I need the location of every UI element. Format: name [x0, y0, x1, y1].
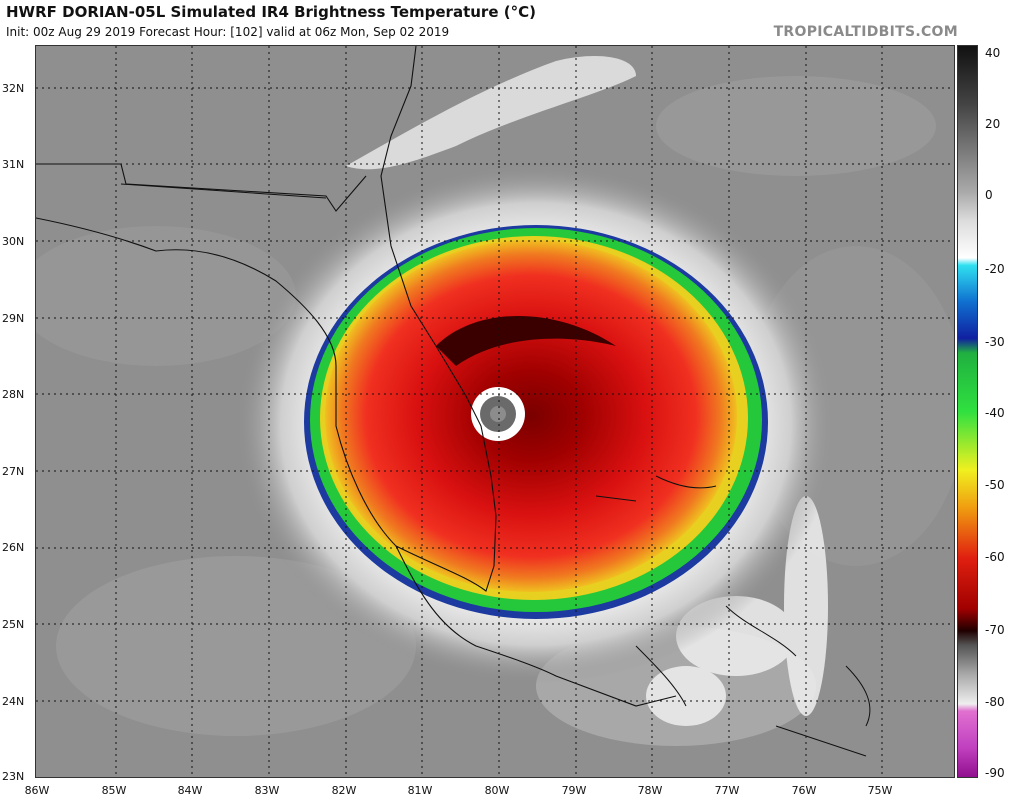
- lon-label-86w: 86W: [24, 784, 50, 797]
- lat-label-23n: 23N: [2, 770, 25, 783]
- lat-label-24n: 24N: [2, 695, 25, 708]
- storm-core: [325, 240, 737, 592]
- lon-label-75w: 75W: [867, 784, 893, 797]
- colorbar-label-40: 40: [985, 46, 1001, 60]
- lat-label-26n: 26N: [2, 541, 25, 554]
- source-watermark: TROPICALTIDBITS.COM: [773, 24, 958, 40]
- cloud-band-north: [346, 56, 636, 170]
- lon-label-84w: 84W: [177, 784, 203, 797]
- forecast-info: Init: 00z Aug 29 2019 Forecast Hour: [10…: [6, 25, 450, 39]
- coastlines: [36, 46, 677, 707]
- colorbar-label-minus60: -60: [985, 550, 1005, 564]
- lon-label-82w: 82W: [331, 784, 357, 797]
- colorbar-label-20: 20: [985, 117, 1001, 131]
- lat-label-28n: 28N: [2, 388, 25, 401]
- lon-label-83w: 83W: [254, 784, 280, 797]
- lon-label-76w: 76W: [791, 784, 817, 797]
- lon-label-78w: 78W: [637, 784, 663, 797]
- colorbar-label-minus20: -20: [985, 262, 1005, 276]
- colorbar-label-minus80: -80: [985, 695, 1005, 709]
- lat-label-27n: 27N: [2, 465, 25, 478]
- state-border: [120, 183, 327, 199]
- eye-center: [490, 406, 506, 422]
- colorbar-label-minus90: -90: [985, 766, 1005, 780]
- lon-label-85w: 85W: [101, 784, 127, 797]
- satellite-map[interactable]: [35, 45, 955, 778]
- lat-label-30n: 30N: [2, 235, 25, 248]
- colorbar-label-0: 0: [985, 188, 993, 202]
- lat-label-32n: 32N: [2, 82, 25, 95]
- lon-label-81w: 81W: [407, 784, 433, 797]
- lat-label-25n: 25N: [2, 618, 25, 631]
- temperature-colorbar: [957, 45, 978, 778]
- bahamas-islands: [595, 475, 871, 757]
- lat-lon-grid: [36, 46, 954, 777]
- lon-label-77w: 77W: [714, 784, 740, 797]
- lon-label-79w: 79W: [561, 784, 587, 797]
- lon-label-80w: 80W: [484, 784, 510, 797]
- map-title: HWRF DORIAN-05L Simulated IR4 Brightness…: [6, 3, 536, 21]
- colorbar-label-minus50: -50: [985, 478, 1005, 492]
- colorbar-label-minus30: -30: [985, 335, 1005, 349]
- colorbar-label-minus70: -70: [985, 623, 1005, 637]
- ir-imagery: [36, 46, 954, 777]
- colorbar-label-minus40: -40: [985, 406, 1005, 420]
- lat-label-29n: 29N: [2, 312, 25, 325]
- lat-label-31n: 31N: [2, 158, 25, 171]
- cold-cloud-band: [436, 316, 616, 366]
